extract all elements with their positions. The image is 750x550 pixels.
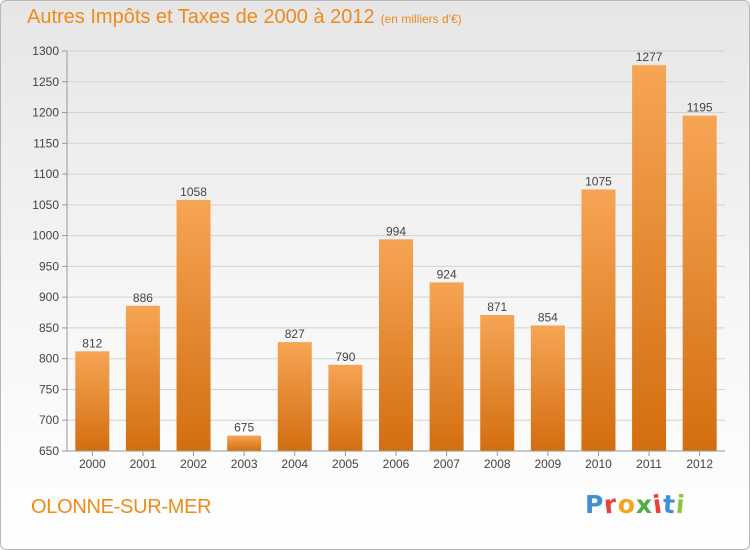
bar-2005 [328, 364, 363, 451]
bar-value-label: 886 [133, 291, 153, 305]
bar-2004 [277, 342, 312, 451]
logo-letter: P [585, 490, 605, 519]
bar-series: 812 886 1058 675 827 790 994 924 871 854 1075 1277 1… [75, 50, 717, 452]
bar-value-label: 1075 [585, 174, 612, 188]
bar-value-label: 675 [234, 421, 254, 435]
bar-2000 [75, 351, 110, 451]
bar-value-label: 854 [538, 310, 558, 324]
logo-letter: x [635, 490, 653, 519]
x-tick-label: 2011 [636, 457, 662, 471]
x-tick-label: 2008 [484, 457, 511, 471]
bar-2010 [581, 189, 616, 451]
location-name: OLONNE-SUR-MER [31, 496, 212, 518]
logo-letter: o [616, 489, 638, 520]
y-tick-label: 1250 [32, 75, 59, 89]
y-tick-label: 800 [39, 352, 59, 366]
bar-value-label: 827 [285, 327, 305, 341]
y-tick-label: 1000 [32, 229, 59, 243]
bar-2009 [530, 325, 565, 451]
x-tick-label: 2001 [130, 457, 157, 471]
bar-2002 [176, 199, 211, 451]
bar-2006 [379, 239, 413, 451]
bar-value-label: 924 [437, 267, 457, 281]
y-tick-label: 950 [39, 259, 59, 273]
proxiti-logo: Proxiti [585, 489, 687, 520]
chart-subtitle: (en milliers d'€) [380, 12, 462, 26]
y-tick-label: 1200 [32, 106, 59, 120]
x-tick-label: 2010 [585, 457, 612, 471]
y-axis: 650 700 750 800 850 900 950 1000 1050 1100 1150 120… [32, 44, 68, 458]
y-tick-label: 750 [39, 382, 59, 396]
chart-title: Autres Impôts et Taxes de 2000 à 2012 [27, 6, 375, 28]
bar-2003 [227, 435, 262, 451]
x-tick-label: 2005 [332, 457, 359, 471]
bar-value-label: 812 [82, 336, 102, 350]
bar-value-label: 1277 [636, 50, 663, 64]
chart-title-block: Autres Impôts et Taxes de 2000 à 2012 (en… [27, 6, 462, 29]
y-tick-label: 900 [39, 290, 59, 304]
x-tick-label: 2000 [79, 457, 106, 471]
x-tick-label: 2007 [433, 457, 460, 471]
bar-2008 [480, 315, 515, 451]
x-tick-label: 2009 [534, 457, 561, 471]
x-tick-label: 2003 [231, 457, 258, 471]
bar-2012 [682, 115, 717, 451]
bar-value-label: 1058 [180, 185, 207, 199]
y-tick-label: 1100 [33, 167, 59, 181]
x-tick-label: 2012 [686, 457, 713, 471]
y-tick-label: 700 [39, 413, 59, 427]
y-tick-label: 650 [39, 444, 59, 458]
bar-2011 [632, 65, 667, 452]
y-tick-label: 1300 [32, 44, 59, 58]
y-tick-label: 1150 [33, 136, 59, 150]
y-tick-label: 1050 [32, 198, 59, 212]
x-tick-label: 2002 [180, 457, 207, 471]
bar-2007 [429, 282, 464, 451]
bar-value-label: 1195 [687, 101, 713, 115]
bar-2001 [125, 305, 160, 451]
bar-value-label: 994 [386, 224, 406, 238]
y-tick-label: 850 [39, 321, 59, 335]
x-tick-label: 2006 [383, 457, 410, 471]
x-tick-label: 2004 [281, 457, 308, 471]
bar-value-label: 790 [335, 350, 355, 364]
x-axis: 2000 2001 2002 2003 2004 2005 2006 2007 2008 2009… [67, 450, 725, 471]
bar-value-label: 871 [487, 300, 507, 314]
